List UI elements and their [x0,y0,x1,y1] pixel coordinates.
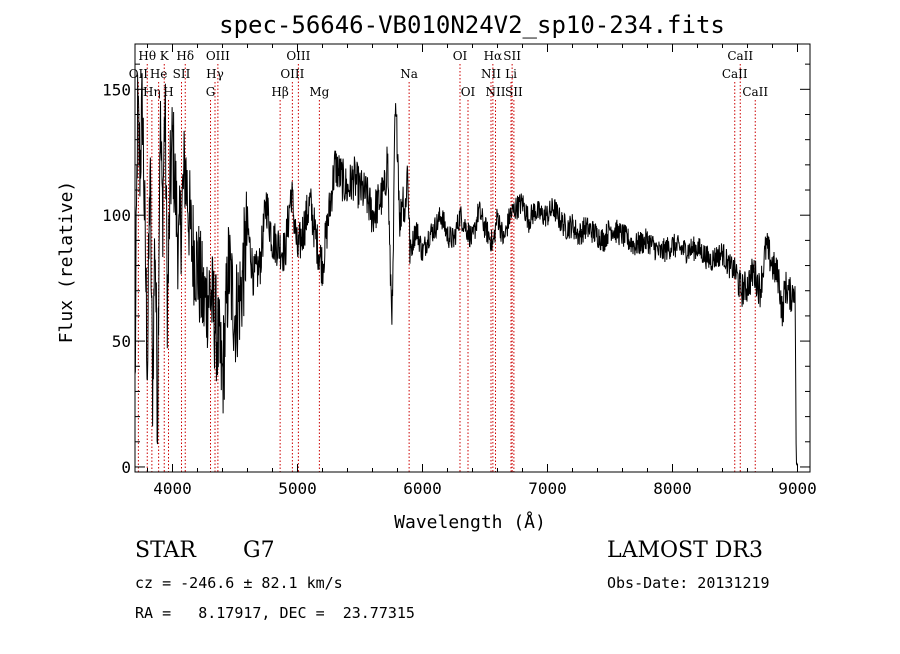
line-marker-label: Hθ [138,49,156,63]
line-marker-label: K [160,49,170,63]
line-marker-label: NII [486,85,506,99]
y-axis-label: Flux (relative) [56,181,77,344]
line-marker-label: G [206,85,216,99]
line-marker-label: SII [173,67,191,81]
line-marker-label: CaII [742,85,768,99]
line-marker-label: OI [453,49,468,63]
line-marker-label: CaII [722,67,748,81]
line-marker-label: NII [481,67,501,81]
x-tick-label: 7000 [528,479,567,498]
line-marker-label: Hδ [176,49,194,63]
line-marker-label: OII [129,67,149,81]
line-marker-label: Mg [309,85,329,99]
line-marker-label: OIII [280,67,304,81]
spectrum-line [134,73,798,466]
observation-date: Obs-Date: 20131219 [607,574,770,592]
line-marker-label: SII [505,85,523,99]
y-tick-label: 0 [121,458,131,477]
line-marker-label: OI [461,85,476,99]
line-marker-label: Na [400,67,418,81]
redshift-velocity: cz = -246.6 ± 82.1 km/s [135,574,343,592]
line-marker-label: Li [505,67,517,81]
axis-ticks: 4000 5000 6000 7000 8000 9000 0 50 100 150 [102,44,817,498]
x-axis-label: Wavelength (Å) [394,511,546,533]
chart-title: spec-56646-VB010N24V2_sp10-234.fits [219,11,725,39]
x-tick-label: 4000 [153,479,192,498]
line-marker-label: Hα [484,49,503,63]
line-marker-label: SII [503,49,521,63]
line-marker-label: OIII [286,49,310,63]
survey-name: LAMOST DR3 [607,538,763,563]
y-tick-label: 50 [112,332,131,351]
line-marker-label: He [150,67,168,81]
line-marker-label: OIII [206,49,230,63]
object-subclass: G7 [243,538,275,563]
line-marker-label: Hη [143,85,161,99]
x-tick-label: 9000 [778,479,817,498]
line-marker-label: Hβ [271,85,288,99]
line-marker-label: Hγ [206,67,224,81]
line-marker-label: H [163,85,173,99]
y-tick-label: 150 [102,80,131,99]
x-tick-label: 5000 [278,479,317,498]
coordinates: RA = 8.17917, DEC = 23.77315 [135,604,415,622]
x-tick-label: 8000 [653,479,692,498]
plot-frame [134,43,811,473]
x-tick-label: 6000 [403,479,442,498]
object-class: STAR [135,538,196,563]
line-marker-label: CaII [727,49,753,63]
y-tick-label: 100 [102,206,131,225]
